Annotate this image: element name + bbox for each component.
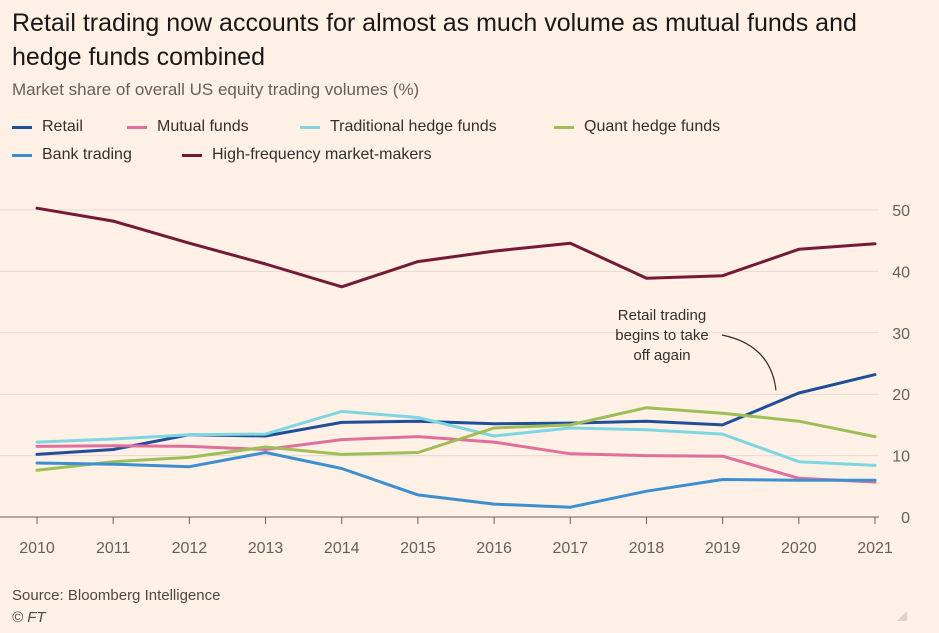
legend-item-quant-hedge-funds: Quant hedge funds [554,118,720,136]
x-tick-label: 2015 [400,540,436,557]
y-axis: 0 10 20 30 40 50 [892,203,910,527]
y-tick-label: 10 [892,449,910,466]
annotation-arrow [721,334,777,391]
x-tick-label: 2017 [552,540,588,557]
series-line-traditional-hedge-funds [35,409,877,467]
series-line-bank-trading [35,451,877,509]
x-tick-label: 2020 [781,540,817,557]
x-tick-label: 2018 [629,540,665,557]
y-tick-label: 20 [892,387,910,404]
series-lines [35,206,877,509]
copyright-note: © FT [12,609,46,626]
legend-item-bank-trading: Bank trading [12,146,132,164]
legend-label-quant-hedge-funds: Quant hedge funds [584,118,721,135]
resize-corner-icon [897,611,907,621]
x-tick-label: 2011 [96,540,131,557]
legend-swatch-traditional-hedge-funds [300,125,320,129]
annotation-text: Retail trading [618,307,706,324]
legend-label-high-frequency-market-makers: High-frequency market-makers [212,146,432,163]
line-chart: 2010 2011 2012 2013 2014 2015 2016 2017 2018 2019… [0,203,910,557]
x-tick-label: 2021 [857,540,893,557]
legend-item-mutual-funds: Mutual funds [127,118,249,136]
y-tick-label: 40 [892,264,910,281]
legend-swatch-retail [12,125,32,129]
x-tick-label: 2012 [172,540,208,557]
chart-subtitle: Market share of overall US equity tradin… [12,80,420,99]
series-line-quant-hedge-funds [35,406,877,472]
legend-item-high-frequency-market-makers: High-frequency market-makers [182,146,432,164]
legend-swatch-bank-trading [12,153,32,157]
x-axis: 2010 2011 2012 2013 2014 2015 2016 2017 2018 2019… [19,517,893,557]
x-tick-label: 2016 [476,540,512,557]
legend-label-bank-trading: Bank trading [42,146,132,163]
legend-label-mutual-funds: Mutual funds [157,118,249,135]
x-tick-label: 2014 [324,540,360,557]
annotation-text: begins to take [615,327,708,344]
y-tick-label: 0 [901,510,910,527]
series-line-retail [35,373,877,456]
legend-swatch-mutual-funds [127,125,147,129]
legend-label-traditional-hedge-funds: Traditional hedge funds [330,118,497,135]
annotation-text: off again [633,347,690,364]
annotation: Retail trading begins to take off again [615,307,777,391]
x-tick-label: 2013 [248,540,284,557]
legend-label-retail: Retail [42,118,83,135]
y-tick-label: 50 [892,203,910,220]
y-tick-label: 30 [892,326,910,343]
legend-swatch-quant-hedge-funds [554,125,574,129]
legend-swatch-high-frequency-market-makers [182,153,202,157]
legend-item-traditional-hedge-funds: Traditional hedge funds [300,118,497,136]
chart-title: Retail trading now accounts for almost a… [12,9,857,71]
source-note: Source: Bloomberg Intelligence [12,587,221,604]
legend-item-retail: Retail [12,118,83,136]
x-tick-label: 2019 [705,540,741,557]
series-line-high-frequency-market-makers [35,206,877,289]
x-tick-label: 2010 [19,540,55,557]
gridlines [0,209,879,518]
